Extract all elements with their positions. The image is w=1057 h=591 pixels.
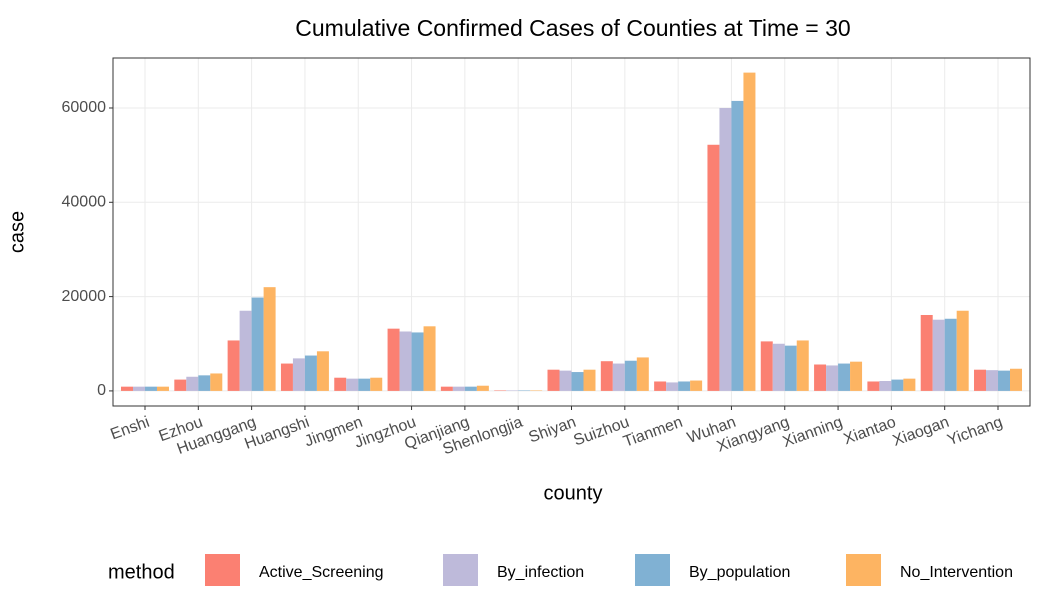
bar [264, 287, 276, 391]
bar [145, 387, 157, 391]
legend-key [205, 554, 240, 586]
bar [654, 381, 666, 390]
bar [838, 364, 850, 391]
bar [572, 372, 584, 391]
bar [358, 379, 370, 391]
legend-label: By_population [689, 564, 790, 581]
bar [1010, 369, 1022, 391]
bar [637, 357, 649, 390]
bar [583, 370, 595, 391]
bar [186, 377, 198, 391]
bar [412, 332, 424, 390]
bar [903, 379, 915, 391]
bar [281, 364, 293, 391]
bar [560, 371, 572, 391]
bar [957, 311, 969, 391]
bar [690, 381, 702, 391]
legend-label: Active_Screening [259, 564, 384, 581]
bar [731, 101, 743, 391]
bar [986, 370, 998, 391]
legend-key [846, 554, 881, 586]
y-tick-label: 20000 [62, 288, 107, 305]
bar [625, 361, 637, 391]
legend-key [443, 554, 478, 586]
y-tick-label: 40000 [62, 194, 107, 211]
bar [370, 378, 382, 391]
x-tick-label: Suizhou [571, 414, 631, 450]
bar [998, 371, 1010, 391]
bar [228, 340, 240, 390]
bar [826, 365, 838, 390]
bar [719, 108, 731, 391]
bar [133, 387, 145, 391]
bar [601, 361, 613, 391]
bar [666, 382, 678, 390]
bar [761, 341, 773, 391]
bar [346, 379, 358, 391]
bar [879, 381, 891, 391]
legend-title: method [108, 561, 175, 583]
bar [121, 387, 133, 391]
x-tick-label: Yichang [945, 414, 1005, 450]
bar [974, 370, 986, 391]
bar [477, 386, 489, 391]
x-axis-label: county [544, 482, 603, 504]
bar [305, 356, 317, 391]
bar [933, 320, 945, 391]
bar [797, 340, 809, 390]
chart-title: Cumulative Confirmed Cases of Counties a… [295, 15, 850, 41]
legend-label: By_infection [497, 564, 584, 581]
x-tick-label: Xiaogan [891, 414, 952, 450]
bar [240, 311, 252, 391]
bar [441, 387, 453, 391]
bar [157, 387, 169, 391]
bar [400, 331, 412, 390]
legend-label: No_Intervention [900, 564, 1013, 581]
bar [317, 351, 329, 391]
bar [921, 315, 933, 391]
y-tick-label: 60000 [62, 99, 107, 116]
bar [613, 364, 625, 391]
bar [850, 362, 862, 391]
bar [252, 298, 264, 391]
bar [465, 387, 477, 391]
x-tick-label: Shiyan [527, 414, 579, 447]
x-tick-label: Xianning [781, 414, 845, 451]
bar [453, 387, 465, 391]
bar [198, 375, 210, 391]
bar [388, 329, 400, 391]
bar [773, 344, 785, 391]
bar [174, 380, 186, 391]
x-tick-label: Xiantao [841, 414, 898, 449]
bar [785, 346, 797, 391]
bar [891, 380, 903, 391]
y-axis-label: case [6, 211, 28, 253]
x-tick-label: Tianmen [621, 414, 685, 451]
bar [424, 326, 436, 391]
bar [743, 73, 755, 391]
bar [334, 378, 346, 391]
y-tick-label: 0 [97, 382, 106, 399]
bar [548, 370, 560, 391]
bar [867, 381, 879, 390]
bar [707, 145, 719, 391]
bar [678, 381, 690, 390]
bar [293, 358, 305, 391]
x-tick-label: Enshi [108, 414, 151, 444]
bar [210, 373, 222, 390]
bar [814, 365, 826, 391]
legend-key [635, 554, 670, 586]
bar [945, 319, 957, 391]
